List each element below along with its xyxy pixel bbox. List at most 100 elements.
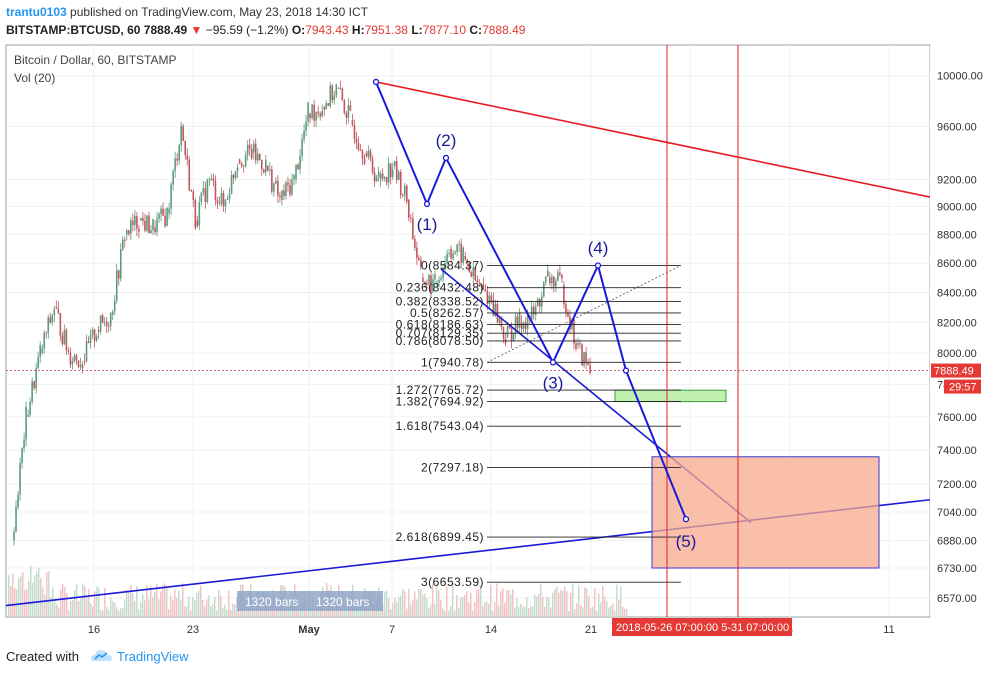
candle-body [357,142,360,150]
volume-bar [570,593,572,617]
volume-bar [602,585,604,617]
volume-bar [278,607,280,617]
candle-body [99,315,102,332]
tradingview-cloud-icon[interactable] [90,647,114,665]
volume-bar [550,607,552,617]
volume-bar [310,608,312,617]
candle-body [399,171,402,196]
volume-bar [390,609,392,617]
volume-bar [48,571,50,617]
candle-body [154,227,156,233]
volume-bar [426,598,428,617]
candle-body [436,282,438,286]
candle-body [516,316,519,328]
volume-bar [38,567,40,617]
candle-body [476,279,479,283]
candle-body [105,321,108,327]
candle-body [333,95,336,101]
candle-body [97,330,100,332]
volume-bar [78,600,80,617]
volume-bar [430,604,432,617]
y-tick-label: 8800.00 [937,230,977,242]
volume-bar [176,598,178,617]
volume-bar [616,584,618,617]
volume-bar [488,604,490,617]
volume-bar [576,603,578,617]
volume-bar [472,610,474,617]
wave-label: (4) [588,238,609,257]
volume-bar [460,597,462,617]
volume-indicator-label: Vol (20) [14,71,55,85]
candle-body [393,161,396,166]
volume-bar [548,597,550,617]
volume-bar [178,590,180,617]
candle-body [291,179,293,195]
fib-level-label: 0.707(8129.35) [396,326,484,340]
candle-body [500,318,503,327]
candle-body [148,215,150,234]
volume-bar [446,586,448,617]
candle-body [450,248,452,259]
y-tick-label: 7040.00 [937,507,977,519]
candle-body [285,182,287,196]
candle-body [109,312,112,327]
candle-body [238,159,241,164]
candle-body [420,259,422,267]
candle-body [349,105,352,111]
candle-body [277,180,279,196]
candle-body [287,182,289,185]
y-tick-label: 6730.00 [937,563,977,575]
candle-body [283,190,285,196]
tradingview-link[interactable]: TradingView [117,649,189,664]
candle-body [337,87,340,89]
candle-body [335,84,338,96]
candle-body [353,125,356,139]
candle-body [130,220,132,235]
volume-bar [136,586,138,617]
volume-bar [400,595,402,617]
volume-bar [52,587,54,617]
candle-body [448,253,450,255]
candle-body [39,345,41,357]
candle-body [15,506,17,532]
candle-body [311,104,313,119]
volume-bar [398,597,400,617]
candle-body [565,304,567,313]
candle-body [180,125,182,146]
volume-bar [30,565,32,617]
candle-body [182,126,185,141]
volume-bar [140,602,142,617]
wave-point-marker [682,515,690,523]
volume-bar [598,593,600,617]
volume-bar [462,597,464,617]
price-chart[interactable]: 10000.00 9600.00 9200.00 9000.00 8800.00 8600… [0,42,995,642]
fib-level-label: 2(7297.18) [421,460,484,474]
candle-body [563,285,565,305]
volume-bar [300,606,302,617]
bars-count-label: 1320 bars [316,595,369,609]
candle-body [43,332,46,349]
candle-body [432,279,434,292]
created-with-text: Created with [6,649,79,664]
volume-bar [194,600,196,617]
author-link[interactable]: trantu0103 [6,5,67,19]
candle-body [246,144,249,155]
candle-body [250,148,253,159]
candle-body [65,330,68,351]
volume-bar [188,596,190,617]
wave-label: (3) [543,373,564,392]
candle-body [327,103,330,106]
candle-body [549,277,551,284]
candle-body [309,113,311,119]
y-tick-label: 10000.00 [937,71,983,83]
candle-body [418,257,420,260]
candle-body [426,283,428,285]
volume-bar [568,610,570,617]
volume-bar [298,609,300,617]
volume-bar [604,596,606,617]
candle-body [234,170,237,178]
candle-body [478,285,481,287]
y-tick-label: 9000.00 [937,202,977,214]
candle-body [101,315,104,323]
fib-level-label: 3(6653.59) [421,575,484,589]
